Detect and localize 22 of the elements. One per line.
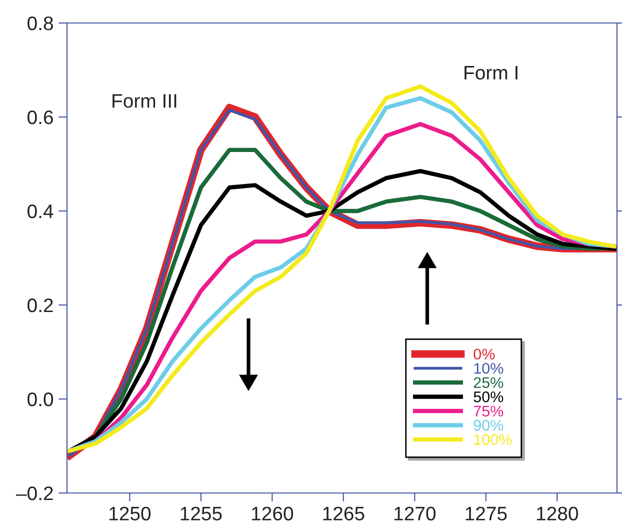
- y-tick-label: 0.8: [28, 16, 53, 30]
- annotation: Form I: [464, 66, 518, 80]
- x-tick-label: 1260: [252, 506, 294, 520]
- x-tick-label: 1270: [394, 506, 436, 520]
- y-tick-label: –0.2: [16, 486, 53, 500]
- x-tick-label: 1255: [180, 506, 222, 520]
- y-tick-label: 0.4: [28, 204, 54, 218]
- x-tick-label: 1275: [466, 506, 507, 520]
- legend-label: 50%: [474, 391, 504, 402]
- legend-label: 10%: [474, 362, 504, 374]
- y-tick-label: 0.6: [28, 110, 53, 124]
- legend-label: 0%: [474, 348, 495, 360]
- legend-label: 25%: [474, 377, 504, 388]
- legend-label: 75%: [474, 406, 504, 416]
- x-tick-label: 1280: [537, 506, 578, 520]
- x-tick-label: 1250: [110, 506, 151, 520]
- legend-label: 100%: [474, 434, 512, 445]
- y-tick-label: 0.2: [28, 298, 53, 312]
- annotation: Form III: [112, 94, 176, 108]
- y-tick-label: 0.0: [28, 392, 54, 406]
- x-tick-label: 1265: [323, 506, 364, 520]
- legend-label: 90%: [474, 420, 504, 431]
